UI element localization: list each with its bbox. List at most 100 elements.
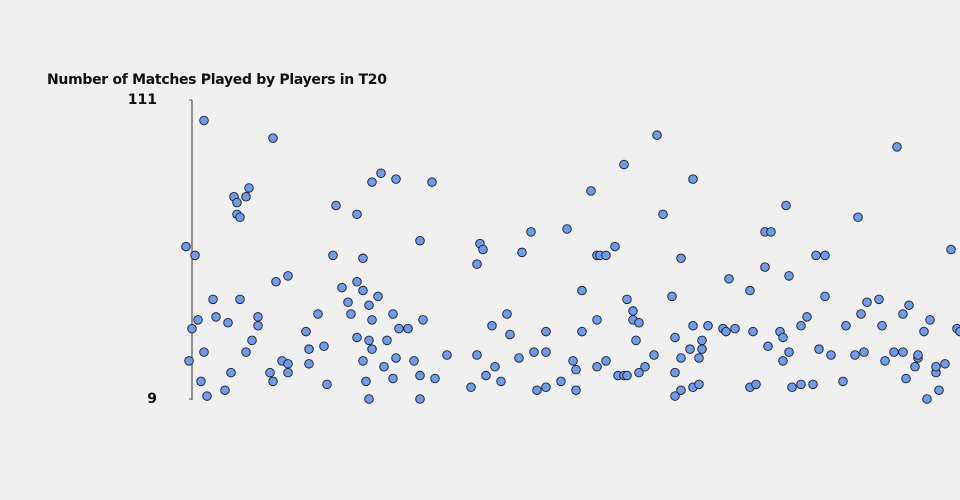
point: [601, 356, 611, 366]
point: [652, 130, 662, 140]
point: [784, 347, 794, 357]
point: [358, 356, 368, 366]
point: [532, 385, 542, 395]
point: [667, 291, 677, 302]
point: [442, 350, 452, 360]
point: [910, 362, 920, 372]
point: [268, 133, 278, 143]
point: [304, 359, 314, 369]
point: [352, 209, 362, 220]
point: [826, 350, 836, 360]
point: [784, 271, 794, 281]
point: [796, 320, 806, 331]
point: [640, 362, 650, 372]
point: [202, 391, 212, 401]
point: [322, 379, 332, 390]
point: [367, 177, 377, 187]
point: [676, 353, 686, 363]
point: [556, 376, 566, 387]
point: [529, 347, 539, 357]
point: [235, 212, 245, 223]
point: [427, 177, 437, 187]
point: [418, 315, 428, 325]
point: [415, 394, 425, 404]
point: [376, 168, 386, 179]
point: [514, 353, 524, 363]
point: [859, 347, 869, 357]
point: [619, 159, 629, 170]
point: [409, 356, 419, 366]
point: [676, 253, 686, 264]
point: [631, 335, 641, 346]
point: [382, 335, 392, 346]
point: [346, 309, 356, 319]
point: [199, 115, 209, 126]
point: [925, 315, 935, 325]
point: [319, 341, 329, 351]
point: [391, 353, 401, 363]
point: [181, 241, 191, 252]
point: [688, 174, 698, 184]
point: [946, 244, 956, 255]
point: [244, 183, 254, 193]
point: [601, 250, 611, 261]
point: [193, 315, 203, 325]
point: [874, 294, 884, 305]
point: [190, 250, 200, 261]
point: [328, 250, 338, 261]
point: [430, 373, 440, 384]
point: [913, 350, 923, 360]
point: [343, 297, 353, 308]
point: [940, 359, 950, 369]
point: [796, 379, 806, 390]
point: [901, 373, 911, 384]
point: [955, 326, 960, 337]
point: [487, 320, 497, 331]
point: [670, 332, 680, 343]
point: [931, 362, 941, 372]
point: [670, 367, 680, 378]
point: [208, 294, 218, 305]
point: [724, 274, 734, 284]
point: [634, 318, 644, 328]
point: [415, 235, 425, 246]
point: [361, 376, 371, 387]
point: [751, 379, 761, 390]
point: [187, 323, 197, 334]
point: [622, 370, 632, 381]
point: [358, 253, 368, 264]
point: [394, 323, 404, 334]
point: [922, 394, 932, 404]
point: [760, 262, 770, 272]
point: [934, 385, 944, 395]
point: [364, 300, 374, 310]
point: [622, 294, 632, 305]
point: [838, 376, 848, 387]
point: [748, 326, 758, 337]
point: [694, 379, 704, 390]
point: [232, 197, 242, 208]
point: [367, 315, 377, 325]
point: [745, 285, 755, 296]
point: [196, 376, 206, 387]
point: [472, 350, 482, 360]
point: [526, 227, 536, 237]
point: [820, 291, 830, 302]
point: [223, 318, 233, 328]
point: [676, 385, 686, 395]
point: [634, 367, 644, 378]
point: [403, 323, 413, 334]
point: [730, 323, 740, 334]
point: [352, 276, 362, 287]
point: [802, 312, 812, 322]
chart-title: Number of Matches Played by Players in T…: [47, 72, 387, 88]
point: [490, 362, 500, 372]
point: [592, 362, 602, 372]
point: [283, 367, 293, 378]
point: [814, 344, 824, 354]
point: [364, 394, 374, 404]
point: [688, 320, 698, 331]
point: [577, 285, 587, 296]
point: [241, 347, 251, 357]
